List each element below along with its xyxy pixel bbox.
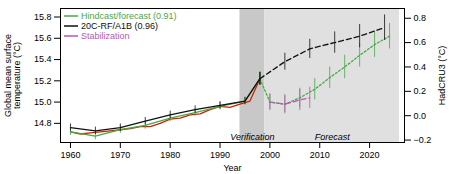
svg-text:15.6: 15.6: [34, 33, 52, 43]
svg-text:15.0: 15.0: [34, 97, 52, 107]
svg-text:2010: 2010: [310, 150, 330, 160]
svg-text:2020: 2020: [360, 150, 380, 160]
svg-text:Forecast: Forecast: [315, 132, 351, 142]
svg-text:0.2: 0.2: [414, 86, 427, 96]
html-text:Stabilization: Stabilization: [81, 31, 130, 41]
svg-text:15.2: 15.2: [34, 76, 52, 86]
svg-text:HadCRU3 (°C): HadCRU3 (°C): [437, 46, 447, 106]
svg-text:Verification: Verification: [230, 132, 274, 142]
svg-text:0.4: 0.4: [414, 62, 427, 72]
svg-text:0.6: 0.6: [414, 37, 427, 47]
svg-text:Global mean surfacetemperature: Global mean surfacetemperature (°C): [3, 34, 22, 117]
html-text:Hindcast/forecast (0.91): Hindcast/forecast (0.91): [81, 11, 177, 21]
svg-text:2000: 2000: [260, 150, 280, 160]
svg-text:−0.2: −0.2: [414, 135, 432, 145]
svg-text:15.8: 15.8: [34, 12, 52, 22]
svg-text:15.4: 15.4: [34, 54, 52, 64]
svg-text:1960: 1960: [60, 150, 80, 160]
html-text:20C-RF/A1B (0.96): 20C-RF/A1B (0.96): [81, 21, 158, 31]
svg-text:0.8: 0.8: [414, 13, 427, 23]
svg-text:1990: 1990: [210, 150, 230, 160]
svg-text:Year: Year: [223, 163, 241, 173]
svg-text:1980: 1980: [160, 150, 180, 160]
svg-text:1970: 1970: [110, 150, 130, 160]
svg-text:0.0: 0.0: [414, 111, 427, 121]
svg-text:14.8: 14.8: [34, 118, 52, 128]
